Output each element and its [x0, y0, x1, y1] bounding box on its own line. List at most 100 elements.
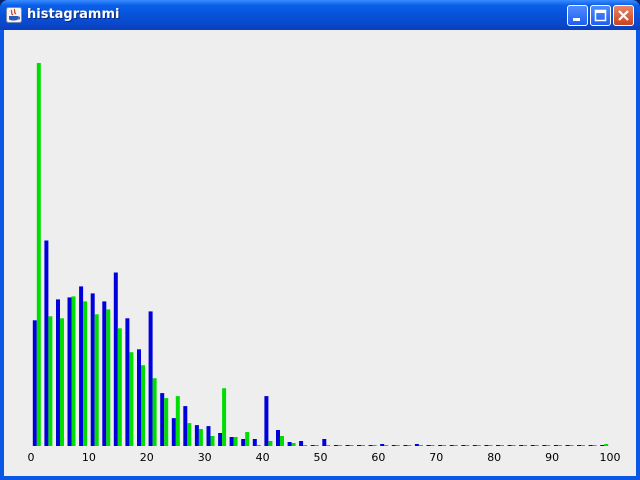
bar-series2-71	[442, 445, 447, 446]
bar-series1-29	[194, 425, 199, 446]
x-tick-label: 20	[140, 451, 154, 464]
bar-series1-1	[32, 320, 37, 446]
bar-series2-5	[60, 318, 64, 446]
bar-series1-69	[426, 445, 431, 446]
maximize-button[interactable]	[590, 5, 611, 26]
bar-series1-17	[125, 318, 130, 446]
bar-series2-77	[476, 445, 481, 446]
bar-series1-21	[148, 311, 153, 446]
java-app-icon	[6, 7, 22, 23]
bar-series1-85	[519, 445, 524, 446]
bar-series1-71	[438, 445, 443, 446]
close-button[interactable]	[613, 5, 634, 26]
bar-series1-33	[218, 433, 223, 446]
bar-series2-19	[141, 365, 145, 446]
x-tick-label: 60	[371, 451, 385, 464]
bar-series1-39	[252, 439, 257, 446]
bar-series2-89	[546, 445, 551, 446]
close-icon	[618, 10, 629, 21]
bar-series1-73	[449, 445, 454, 446]
bar-series1-25	[171, 418, 176, 446]
bar-series1-77	[472, 445, 477, 446]
bar-series2-17	[129, 352, 134, 446]
bar-series1-63	[391, 445, 396, 446]
bar-series2-23	[164, 398, 169, 446]
bar-series2-91	[557, 445, 562, 446]
x-tick-label: 90	[545, 451, 559, 464]
bar-series2-13	[106, 309, 111, 446]
bar-series2-3	[48, 316, 53, 446]
title-bar[interactable]: histagrammi	[0, 0, 640, 30]
bar-series1-57	[357, 445, 361, 446]
bar-series1-5	[56, 299, 60, 446]
bar-series2-67	[418, 445, 423, 446]
bar-series1-61	[380, 444, 385, 446]
bar-series2-35	[233, 437, 238, 446]
bar-series2-93	[569, 445, 574, 446]
bar-series2-51	[326, 445, 331, 446]
x-tick-label: 30	[198, 451, 212, 464]
bar-series2-27	[187, 423, 192, 446]
bar-series2-45	[291, 443, 296, 446]
x-tick-label: 100	[600, 451, 621, 464]
bar-series2-49	[314, 445, 319, 446]
bar-series2-75	[465, 445, 470, 446]
bar-series1-47	[299, 441, 304, 446]
bar-series2-1	[36, 63, 41, 446]
bar-series2-39	[256, 445, 261, 446]
bar-series2-25	[175, 396, 180, 446]
bar-series1-49	[310, 445, 315, 446]
bar-series1-93	[565, 445, 570, 446]
bar-series2-61	[384, 445, 389, 446]
bar-series2-43	[280, 436, 284, 446]
bar-series1-27	[183, 406, 188, 446]
bar-series1-41	[264, 396, 269, 446]
bar-series1-97	[588, 445, 593, 446]
bar-series1-59	[368, 445, 373, 446]
bar-series1-7	[67, 297, 72, 446]
bar-series2-15	[117, 328, 122, 446]
chart-area: 0 10 20 30 40 50 60 70 80 90 100	[4, 30, 636, 476]
bar-series2-41	[268, 441, 273, 446]
bar-series1-55	[345, 445, 350, 446]
bar-series2-73	[453, 445, 458, 446]
bar-series1-95	[577, 445, 581, 446]
bar-series1-31	[206, 426, 211, 446]
x-tick-label: 10	[82, 451, 96, 464]
histogram-chart: 0 10 20 30 40 50 60 70 80 90 100	[28, 63, 621, 464]
bar-series1-81	[496, 445, 500, 446]
bar-series1-67	[414, 444, 419, 446]
bar-series2-81	[500, 445, 504, 446]
minimize-button[interactable]	[567, 5, 588, 26]
bar-series2-65	[407, 445, 412, 446]
bar-series1-13	[102, 301, 107, 446]
bar-series1-53	[333, 445, 338, 446]
bar-series2-87	[534, 445, 539, 446]
bar-series1-23	[160, 393, 165, 446]
bar-series1-91	[553, 445, 558, 446]
bar-series1-43	[276, 430, 280, 446]
bar-series2-57	[361, 445, 365, 446]
bar-series2-79	[488, 445, 493, 446]
bar-series1-19	[137, 349, 141, 446]
bar-series1-37	[241, 439, 246, 446]
bar-series1-35	[229, 437, 234, 446]
bar-series1-79	[484, 445, 489, 446]
bar-series1-99	[600, 445, 605, 446]
bar-series2-55	[349, 445, 354, 446]
bar-series2-99	[604, 444, 609, 446]
bar-series2-47	[303, 445, 308, 446]
bar-series1-75	[461, 445, 466, 446]
bar-series2-95	[581, 445, 585, 446]
bar-series2-59	[372, 445, 377, 446]
x-tick-label: 40	[256, 451, 270, 464]
bar-series2-29	[198, 429, 203, 446]
bar-series2-7	[71, 296, 76, 446]
bar-series1-11	[90, 293, 95, 446]
bar-series1-15	[113, 272, 118, 446]
bar-series2-11	[94, 314, 99, 446]
bar-series2-53	[337, 445, 342, 446]
bar-series1-83	[507, 445, 512, 446]
bar-series1-51	[322, 439, 327, 446]
